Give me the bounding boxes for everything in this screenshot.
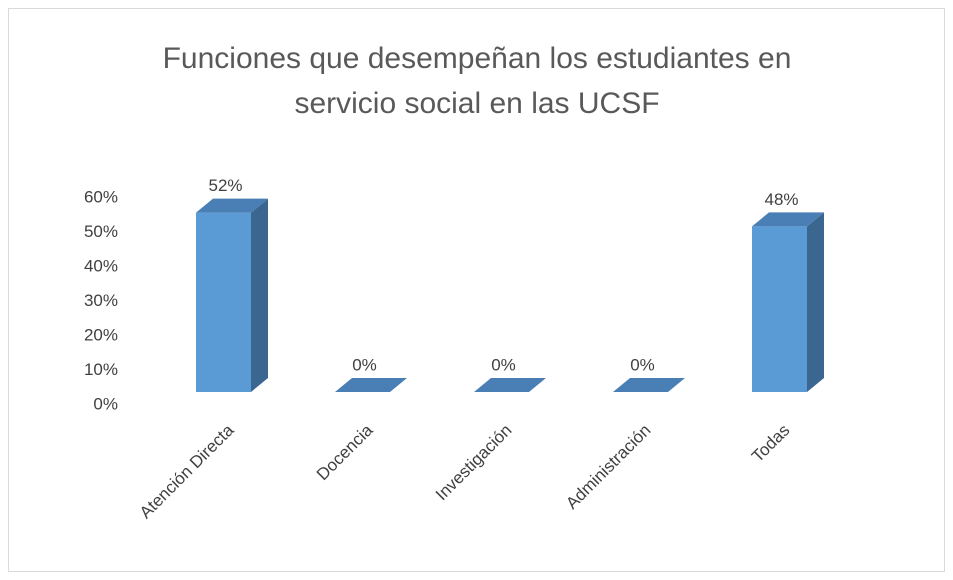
value-label: 48% xyxy=(764,190,798,209)
y-tick-label: 0% xyxy=(93,394,118,413)
y-tick-label: 50% xyxy=(84,222,118,241)
y-tick-label: 10% xyxy=(84,360,118,379)
value-label: 52% xyxy=(208,176,242,195)
bar xyxy=(335,378,407,392)
chart-title: Funciones que desempeñan los estudiantes… xyxy=(163,42,792,120)
bar-front xyxy=(196,212,251,392)
bar-top xyxy=(335,378,407,392)
bar-side xyxy=(251,198,268,392)
bar xyxy=(196,198,268,392)
bar xyxy=(752,212,824,392)
bar-top xyxy=(196,198,268,213)
bar-side xyxy=(807,212,824,392)
value-label: 0% xyxy=(352,355,377,374)
bar-top xyxy=(613,378,685,392)
value-label: 0% xyxy=(491,355,516,374)
y-tick-label: 60% xyxy=(84,187,118,206)
bar-top xyxy=(752,212,824,227)
bar xyxy=(613,378,685,392)
y-tick-label: 40% xyxy=(84,256,118,275)
y-tick-label: 20% xyxy=(84,325,118,344)
bar-front xyxy=(752,226,807,392)
bar xyxy=(474,378,546,392)
value-label: 0% xyxy=(630,355,655,374)
bar-top xyxy=(474,378,546,392)
y-tick-label: 30% xyxy=(84,291,118,310)
